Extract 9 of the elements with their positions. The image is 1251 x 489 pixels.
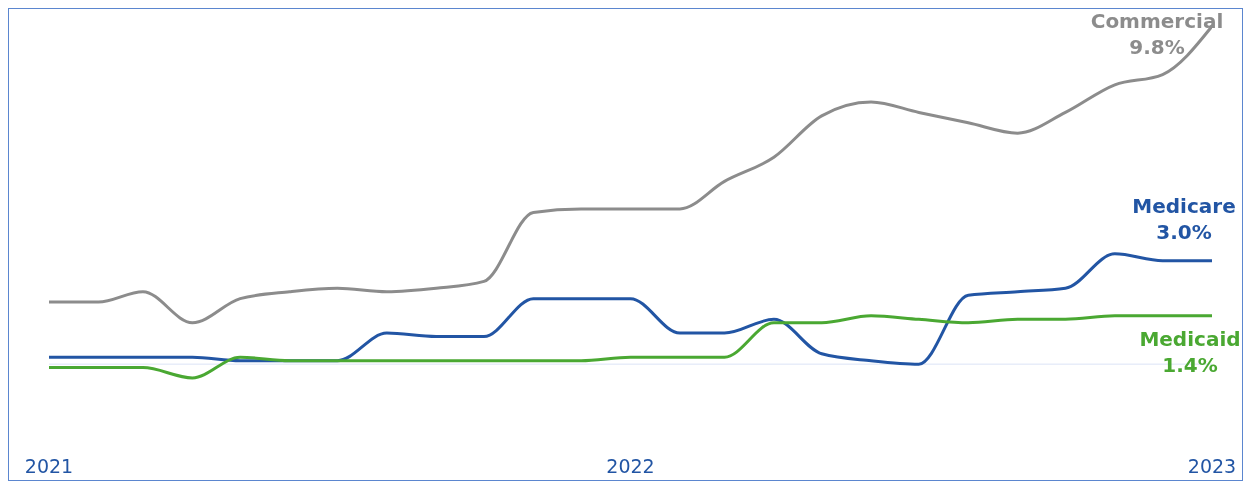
series-label: Commercial	[1090, 9, 1224, 34]
x-tick-label: 2022	[606, 455, 655, 478]
data-label: 3.0%	[1156, 219, 1212, 244]
x-tick-label: 2021	[24, 455, 74, 478]
series-label: Medicaid	[1139, 326, 1241, 351]
series-label: Medicare	[1132, 193, 1236, 218]
data-label: 1.4%	[1162, 352, 1218, 377]
x-tick-label: 2023	[1187, 455, 1237, 478]
data-label: 9.8%	[1129, 35, 1185, 60]
